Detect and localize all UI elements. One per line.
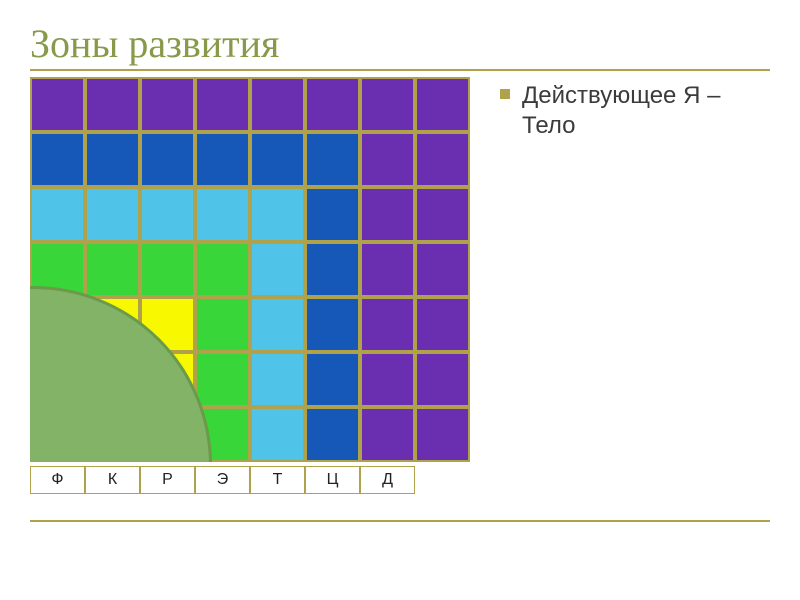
heatmap-cell [305, 132, 360, 187]
heatmap-cell [140, 242, 195, 297]
heatmap-cell [305, 77, 360, 132]
x-axis-label: Д [360, 466, 415, 494]
heatmap-cell [85, 77, 140, 132]
heatmap-cell [195, 187, 250, 242]
heatmap-cell [250, 297, 305, 352]
heatmap-cell [30, 132, 85, 187]
bullet-square-icon [500, 89, 510, 99]
title-block: Зоны развития [30, 20, 770, 71]
heatmap-cell [30, 187, 85, 242]
heatmap-cell [360, 297, 415, 352]
heatmap-cell [415, 77, 470, 132]
heatmap-cell [250, 77, 305, 132]
heatmap-cell [250, 187, 305, 242]
bottom-divider [30, 520, 770, 522]
heatmap-cell [415, 187, 470, 242]
heatmap-cell [415, 242, 470, 297]
chart-column: ФКРЭТЦД [30, 77, 470, 494]
heatmap-cell [140, 187, 195, 242]
bullet-text: Действующее Я – Тело [522, 81, 770, 141]
slide-root: Зоны развития ФКРЭТЦД Действующее Я – Те… [0, 0, 800, 600]
page-title: Зоны развития [30, 20, 770, 67]
x-axis-label: Э [195, 466, 250, 494]
heatmap-cell [360, 77, 415, 132]
x-axis-label: Р [140, 466, 195, 494]
heatmap-cell [305, 352, 360, 407]
heatmap-cell [305, 297, 360, 352]
heatmap-cell [30, 77, 85, 132]
heatmap-cell [195, 132, 250, 187]
heatmap-cell [195, 352, 250, 407]
zone-heatmap [30, 77, 470, 462]
heatmap-cell [360, 407, 415, 462]
heatmap-cell [195, 297, 250, 352]
heatmap-cell [360, 242, 415, 297]
x-axis-label: Ф [30, 466, 85, 494]
heatmap-cell [140, 132, 195, 187]
heatmap-cell [415, 407, 470, 462]
bullet-item: Действующее Я – Тело [500, 81, 770, 141]
x-axis-label: Т [250, 466, 305, 494]
content-area: ФКРЭТЦД Действующее Я – Тело [30, 77, 770, 494]
heatmap-cell [415, 132, 470, 187]
heatmap-cell [360, 352, 415, 407]
heatmap-cell [85, 132, 140, 187]
heatmap-cell [250, 242, 305, 297]
heatmap-cell [305, 187, 360, 242]
heatmap-cell [250, 352, 305, 407]
heatmap-cell [85, 187, 140, 242]
heatmap-cell [195, 242, 250, 297]
heatmap-cell [415, 352, 470, 407]
heatmap-cell [85, 242, 140, 297]
bullet-column: Действующее Я – Тело [470, 77, 770, 141]
x-axis-label: К [85, 466, 140, 494]
heatmap-cell [305, 407, 360, 462]
heatmap-cell [250, 407, 305, 462]
heatmap-cell [360, 132, 415, 187]
title-underline [30, 69, 770, 71]
heatmap-cell [140, 77, 195, 132]
heatmap-cell [415, 297, 470, 352]
heatmap-cell [250, 132, 305, 187]
heatmap-cell [360, 187, 415, 242]
heatmap-cell [305, 242, 360, 297]
x-axis-label: Ц [305, 466, 360, 494]
heatmap-cell [195, 77, 250, 132]
x-axis-labels: ФКРЭТЦД [30, 466, 415, 494]
